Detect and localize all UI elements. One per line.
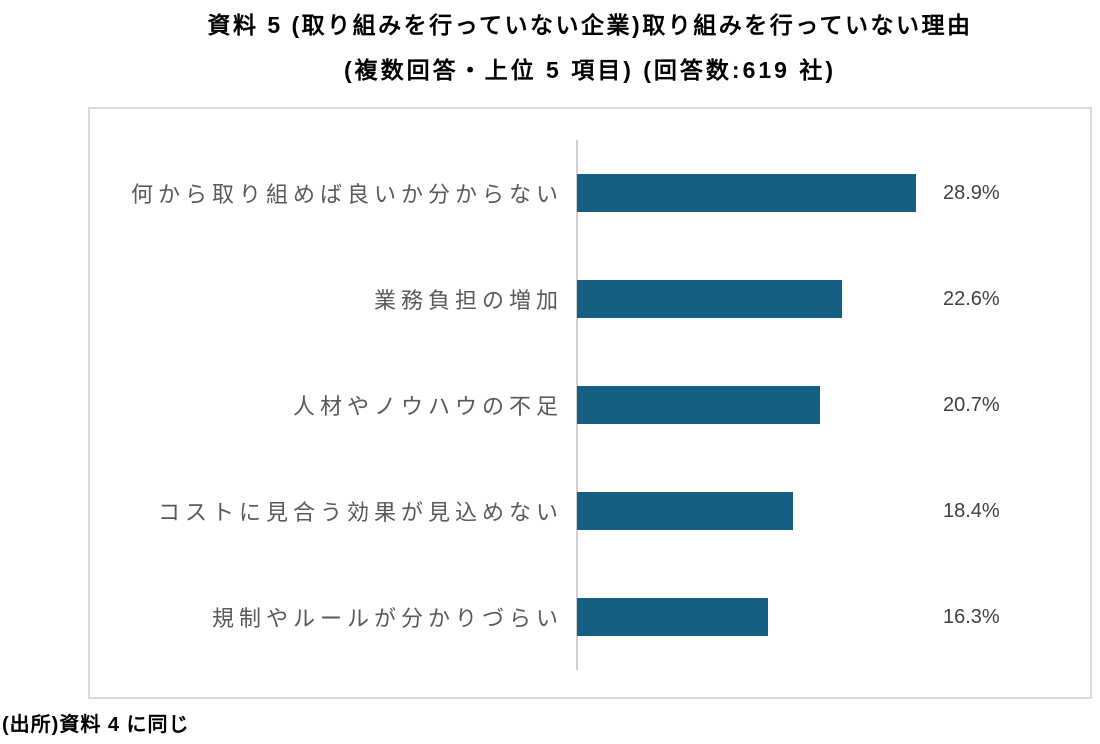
chart-subtitle: (複数回答・上位 5 項目) (回答数:619 社) [343, 57, 837, 83]
chart-frame: 何から取り組めば良いか分からない 28.9% 業務負担の増加 22.6% 人材や… [88, 107, 1092, 699]
chart-title-block: 資料 5 (取り組みを行っていない企業)取り組みを行っていない理由 (複数回答・… [88, 14, 1092, 82]
category-label: 人材やノウハウの不足 [292, 394, 563, 419]
bar-track [577, 174, 929, 212]
bar-row: 人材やノウハウの不足 20.7% [90, 352, 1090, 458]
value-label: 16.3% [943, 605, 1000, 628]
value-label: 18.4% [943, 499, 1000, 522]
value-label: 22.6% [943, 287, 1000, 310]
bar-row: コストに見合う効果が見込めない 18.4% [90, 458, 1090, 564]
bar-rows: 何から取り組めば良いか分からない 28.9% 業務負担の増加 22.6% 人材や… [90, 140, 1090, 670]
chart-title: 資料 5 (取り組みを行っていない企業)取り組みを行っていない理由 [207, 12, 973, 38]
plot-area: 何から取り組めば良いか分からない 28.9% 業務負担の増加 22.6% 人材や… [90, 109, 1090, 697]
bar-row: 何から取り組めば良いか分からない 28.9% [90, 140, 1090, 246]
category-label: 規制やルールが分かりづらい [211, 606, 563, 631]
category-label: 何から取り組めば良いか分からない [130, 182, 563, 207]
bar-track [577, 386, 929, 424]
value-label: 28.9% [943, 181, 1000, 204]
bar-track [577, 280, 929, 318]
bar [577, 174, 917, 212]
category-label: コストに見合う効果が見込めない [157, 500, 563, 525]
bar-track [577, 598, 929, 636]
category-label: 業務負担の増加 [373, 288, 563, 313]
bar-row: 規制やルールが分かりづらい 16.3% [90, 564, 1090, 670]
bar [577, 492, 793, 530]
value-label: 20.7% [943, 393, 1000, 416]
bar [577, 598, 769, 636]
bar-track [577, 492, 929, 530]
bar [577, 280, 843, 318]
source-note: (出所)資料 4 に同じ [2, 714, 190, 736]
bar [577, 386, 820, 424]
bar-row: 業務負担の増加 22.6% [90, 246, 1090, 352]
